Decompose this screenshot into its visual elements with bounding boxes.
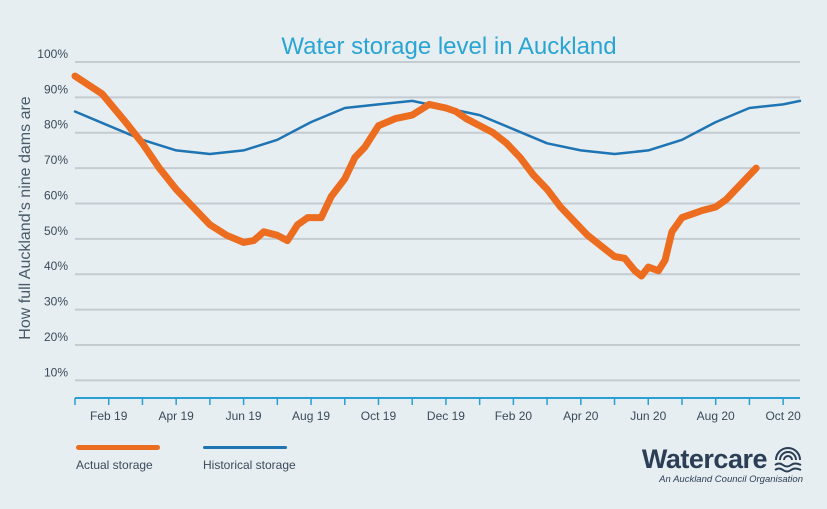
legend-historical-label: Historical storage — [203, 458, 296, 472]
x-tick-label: Oct 20 — [765, 409, 801, 423]
watercare-logo: Watercare An Auckland Council Organisati… — [642, 444, 803, 485]
legend-actual: Actual storage — [76, 445, 160, 472]
logo-name: Watercare — [641, 444, 768, 474]
x-tick-label: Jun 20 — [630, 409, 666, 423]
y-tick-label: 80% — [44, 118, 68, 132]
y-tick-label: 40% — [44, 259, 68, 273]
y-tick-label: 50% — [44, 224, 68, 238]
chart-title: Water storage level in Auckland — [281, 33, 616, 60]
y-tick-label: 30% — [44, 295, 68, 309]
x-tick-label: Feb 20 — [495, 409, 533, 423]
grid-layer — [74, 61, 800, 405]
y-tick-label: 90% — [44, 82, 68, 96]
y-tick-label: 100% — [37, 47, 68, 61]
x-tick-label: Apr 20 — [563, 409, 599, 423]
y-tick-label: 10% — [44, 365, 68, 379]
x-tick-label: Jun 19 — [226, 409, 262, 423]
x-tick-label: Aug 19 — [292, 409, 330, 423]
legend-historical-swatch — [203, 446, 287, 449]
series-actual-storage — [71, 72, 760, 280]
y-axis-label: How full Auckland’s nine dams are — [17, 96, 34, 339]
legend-actual-label: Actual storage — [76, 458, 153, 472]
y-tick-labels: 10% 20% 30% 40% 50% 60% 70% 80% 90% 100% — [37, 47, 68, 379]
series-layer — [71, 72, 802, 280]
x-tick-labels: Feb 19 Apr 19 Jun 19 Aug 19 Oct 19 Dec 19 Feb … — [90, 409, 801, 423]
legend-historical: Historical storage — [203, 445, 296, 472]
x-tick-label: Apr 19 — [158, 409, 194, 423]
watercare-wave-icon — [774, 446, 802, 472]
y-tick-label: 70% — [44, 153, 68, 167]
x-tick-label: Dec 19 — [427, 409, 465, 423]
x-tick-label: Feb 19 — [90, 409, 128, 423]
x-tick-label: Aug 20 — [697, 409, 735, 423]
water-storage-chart: Water storage level in Auckland How full… — [17, 33, 802, 423]
x-tick-label: Oct 19 — [361, 409, 397, 423]
y-tick-label: 20% — [44, 330, 68, 344]
y-tick-label: 60% — [44, 188, 68, 202]
logo-tagline: An Auckland Council Organisation — [659, 474, 803, 485]
legend-actual-swatch — [76, 445, 160, 450]
